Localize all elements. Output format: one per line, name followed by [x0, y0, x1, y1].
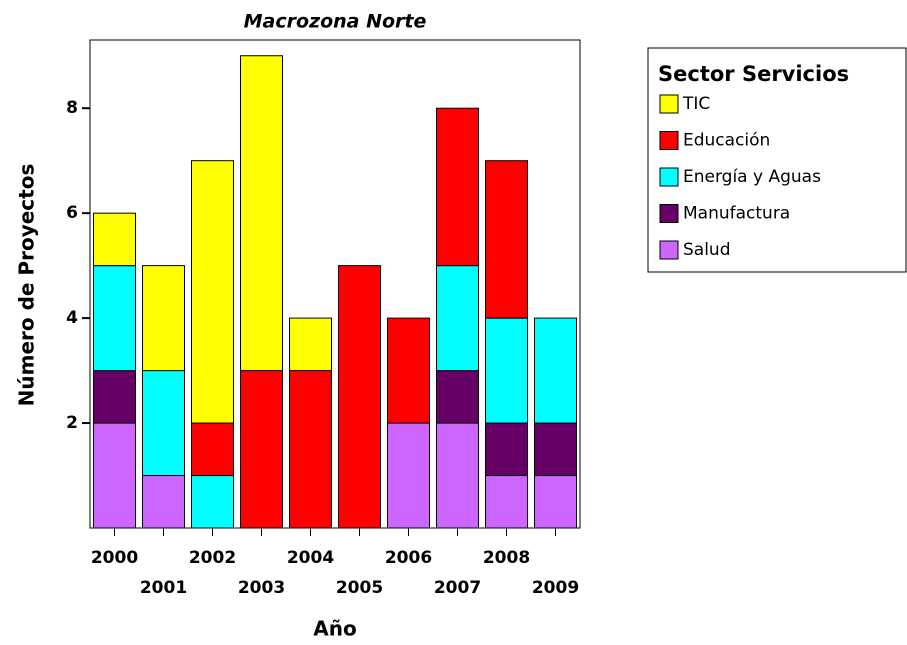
bar-segment [93, 422, 136, 529]
bar-segment [534, 422, 577, 477]
legend-label: Manufactura [683, 204, 790, 224]
legend-swatch [659, 240, 679, 260]
plot-frame [89, 39, 581, 529]
bar-segment [142, 475, 185, 529]
bar-segment [289, 370, 332, 529]
x-tick-label: 2001 [140, 578, 187, 598]
bar-segment [485, 160, 528, 319]
legend-swatch [659, 131, 679, 150]
y-tick-label: 8 [66, 98, 78, 118]
chart-title: Macrozona Norte [244, 11, 427, 33]
x-tick-label: 2000 [91, 548, 138, 568]
legend-label: Educación [683, 131, 770, 151]
y-tick-label: 2 [66, 413, 78, 433]
y-tick-label: 6 [66, 203, 78, 223]
legend-swatch [659, 167, 679, 187]
x-tick-label: 2009 [532, 578, 579, 598]
bar-segment [436, 370, 479, 424]
legend-swatch [659, 204, 679, 223]
bar-segment [485, 317, 528, 424]
legend-label: Energía y Aguas [683, 167, 821, 187]
x-axis-label: Año [313, 617, 356, 641]
bar-segment [240, 370, 283, 529]
legend-label: TIC [682, 94, 710, 114]
legend-label: Salud [683, 240, 731, 260]
bar-segment [191, 422, 234, 477]
x-tick-label: 2005 [336, 578, 383, 598]
bar-segment [93, 265, 136, 372]
x-tick-label: 2002 [189, 548, 236, 568]
bar-segment [387, 422, 430, 529]
bar-segment [240, 55, 283, 372]
bar-segment [142, 370, 185, 477]
bar-segment [338, 265, 381, 529]
bar-segment [534, 317, 577, 424]
x-tick-label: 2003 [238, 578, 285, 598]
x-tick-label: 2007 [434, 578, 481, 598]
bar-segment [485, 422, 528, 477]
bar-segment [436, 422, 479, 529]
bar-segment [93, 370, 136, 424]
bar-segment [436, 265, 479, 372]
bar-segment [289, 317, 332, 372]
legend-box [647, 47, 907, 273]
x-tick-label: 2006 [385, 548, 432, 568]
legend-swatch [659, 94, 679, 114]
bar-segment [534, 475, 577, 529]
bar-segment [191, 475, 234, 529]
bar-segment [142, 265, 185, 372]
bar-segment [191, 160, 234, 424]
bar-segment [485, 475, 528, 529]
x-tick-label: 2008 [483, 548, 530, 568]
bar-segment [436, 107, 479, 267]
bar-segment [93, 212, 136, 267]
bar-segment [387, 317, 430, 424]
legend-title: Sector Servicios [658, 62, 849, 86]
x-tick-label: 2004 [287, 548, 334, 568]
y-axis-label: Número de Proyectos [15, 164, 39, 407]
y-tick-label: 4 [66, 308, 78, 328]
